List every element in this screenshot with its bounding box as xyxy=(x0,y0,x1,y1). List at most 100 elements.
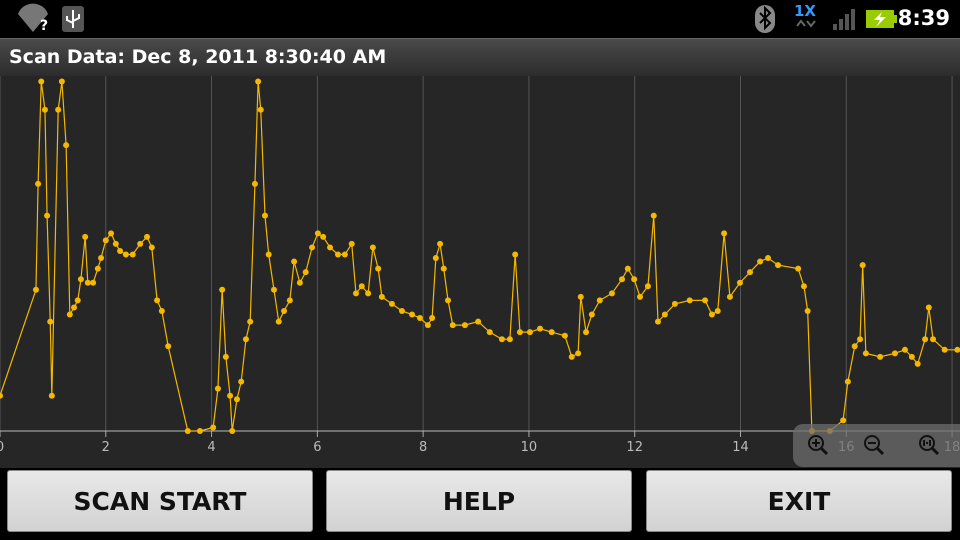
data-point xyxy=(631,276,638,283)
data-point xyxy=(661,311,668,318)
data-point xyxy=(108,230,115,237)
data-point xyxy=(302,269,309,276)
data-point xyxy=(800,283,807,290)
data-point xyxy=(84,279,91,286)
data-point xyxy=(261,212,268,219)
data-point xyxy=(440,265,447,272)
data-point xyxy=(702,297,709,304)
data-point xyxy=(954,346,960,353)
data-point xyxy=(41,106,48,113)
data-point xyxy=(286,297,293,304)
x-tick-label: 0 xyxy=(0,440,4,455)
data-point xyxy=(795,265,802,272)
data-point xyxy=(129,251,136,258)
data-point xyxy=(137,240,144,247)
data-point xyxy=(575,350,582,357)
data-point xyxy=(498,336,505,343)
data-point xyxy=(242,336,249,343)
data-point xyxy=(568,353,575,360)
data-point xyxy=(38,78,45,85)
zoom-out-button[interactable] xyxy=(864,435,885,456)
help-button[interactable]: HELP xyxy=(326,470,632,532)
data-point xyxy=(512,251,519,258)
title-bar: Scan Data: Dec 8, 2011 8:30:40 AM xyxy=(0,38,960,76)
data-point xyxy=(365,290,372,297)
data-point xyxy=(112,240,119,247)
data-point xyxy=(654,318,661,325)
network-type: 1X xyxy=(794,2,817,20)
data-point xyxy=(445,297,451,304)
data-point xyxy=(644,283,651,290)
data-point xyxy=(98,255,105,262)
x-tick-label: 2 xyxy=(102,440,110,455)
data-point xyxy=(348,240,355,247)
data-point xyxy=(851,343,858,350)
data-point xyxy=(184,428,191,434)
data-point xyxy=(908,353,915,360)
data-point xyxy=(736,279,743,286)
data-point xyxy=(583,329,590,336)
x-tick-label: 4 xyxy=(207,440,215,455)
data-point xyxy=(588,311,595,318)
plot-background xyxy=(0,76,960,468)
status-bar: ? 1X 8:39 xyxy=(0,0,960,38)
data-point xyxy=(233,396,240,403)
data-point xyxy=(0,392,3,399)
data-point xyxy=(296,279,303,286)
data-point xyxy=(671,300,678,307)
data-point xyxy=(165,343,172,350)
scan-start-button[interactable]: SCAN START xyxy=(7,470,313,532)
data-point xyxy=(925,304,932,311)
data-point xyxy=(757,258,764,265)
data-point xyxy=(424,322,431,329)
data-point xyxy=(432,255,439,262)
x-tick-label: 14 xyxy=(732,440,749,455)
data-point xyxy=(577,293,584,300)
data-point xyxy=(122,251,129,258)
data-point xyxy=(251,180,258,187)
data-point xyxy=(747,269,754,276)
data-point xyxy=(255,78,262,85)
data-point xyxy=(74,297,81,304)
data-point xyxy=(857,336,864,343)
data-point xyxy=(257,106,264,113)
zoom-lens xyxy=(808,435,824,451)
data-point xyxy=(44,212,51,219)
zoom-in-button[interactable] xyxy=(808,435,829,456)
chart: 024681012141618 xyxy=(0,76,960,468)
data-point xyxy=(309,244,316,251)
data-point xyxy=(71,304,78,311)
data-point xyxy=(537,325,544,332)
x-tick-label: 6 xyxy=(313,440,321,455)
data-point xyxy=(378,293,385,300)
data-point xyxy=(686,297,693,304)
data-point xyxy=(327,244,334,251)
zoom-handle xyxy=(930,446,940,456)
data-point xyxy=(877,353,884,360)
data-point xyxy=(48,392,55,399)
zoom-handle xyxy=(875,446,885,456)
clock: 8:39 xyxy=(897,6,950,30)
data-point xyxy=(222,353,229,360)
svg-text:?: ? xyxy=(40,18,48,34)
data-point xyxy=(77,276,84,283)
zoom-reset-button[interactable] xyxy=(919,435,940,456)
data-point xyxy=(291,258,298,265)
data-point xyxy=(334,251,341,258)
data-point xyxy=(369,244,376,251)
data-point xyxy=(341,251,348,258)
data-point xyxy=(526,329,533,336)
data-point xyxy=(58,78,65,85)
x-tick-label: 8 xyxy=(419,440,427,455)
data-point xyxy=(320,233,327,240)
exit-button[interactable]: EXIT xyxy=(646,470,952,532)
data-point xyxy=(154,297,161,304)
data-point xyxy=(398,307,405,314)
data-point xyxy=(429,315,436,322)
data-point xyxy=(82,233,89,240)
data-point xyxy=(148,244,155,251)
zoom-handle xyxy=(819,446,829,456)
data-point xyxy=(144,233,151,240)
data-point xyxy=(714,307,721,314)
data-point xyxy=(461,322,468,329)
